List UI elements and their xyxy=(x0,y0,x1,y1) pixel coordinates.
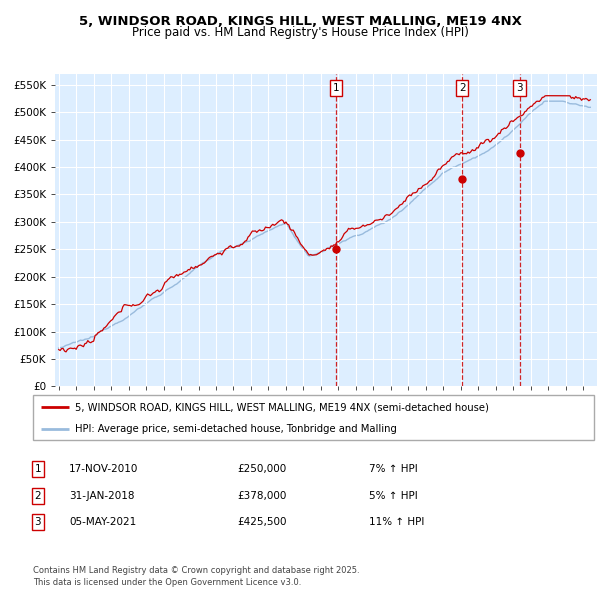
Text: 2: 2 xyxy=(459,83,466,93)
FancyBboxPatch shape xyxy=(33,395,594,440)
Text: 17-NOV-2010: 17-NOV-2010 xyxy=(69,464,139,474)
Text: 31-JAN-2018: 31-JAN-2018 xyxy=(69,491,134,500)
Text: £378,000: £378,000 xyxy=(237,491,286,500)
Text: 2: 2 xyxy=(34,491,41,500)
Text: 11% ↑ HPI: 11% ↑ HPI xyxy=(369,517,424,527)
Text: 3: 3 xyxy=(516,83,523,93)
Text: 7% ↑ HPI: 7% ↑ HPI xyxy=(369,464,418,474)
Text: £250,000: £250,000 xyxy=(237,464,286,474)
Text: 05-MAY-2021: 05-MAY-2021 xyxy=(69,517,136,527)
Text: 5% ↑ HPI: 5% ↑ HPI xyxy=(369,491,418,500)
Text: 1: 1 xyxy=(333,83,340,93)
Text: Contains HM Land Registry data © Crown copyright and database right 2025.
This d: Contains HM Land Registry data © Crown c… xyxy=(33,566,359,587)
Text: Price paid vs. HM Land Registry's House Price Index (HPI): Price paid vs. HM Land Registry's House … xyxy=(131,26,469,39)
Text: HPI: Average price, semi-detached house, Tonbridge and Malling: HPI: Average price, semi-detached house,… xyxy=(75,424,397,434)
Text: 5, WINDSOR ROAD, KINGS HILL, WEST MALLING, ME19 4NX (semi-detached house): 5, WINDSOR ROAD, KINGS HILL, WEST MALLIN… xyxy=(75,402,489,412)
Text: 5, WINDSOR ROAD, KINGS HILL, WEST MALLING, ME19 4NX: 5, WINDSOR ROAD, KINGS HILL, WEST MALLIN… xyxy=(79,15,521,28)
Text: £425,500: £425,500 xyxy=(237,517,287,527)
Text: 1: 1 xyxy=(34,464,41,474)
Text: 3: 3 xyxy=(34,517,41,527)
